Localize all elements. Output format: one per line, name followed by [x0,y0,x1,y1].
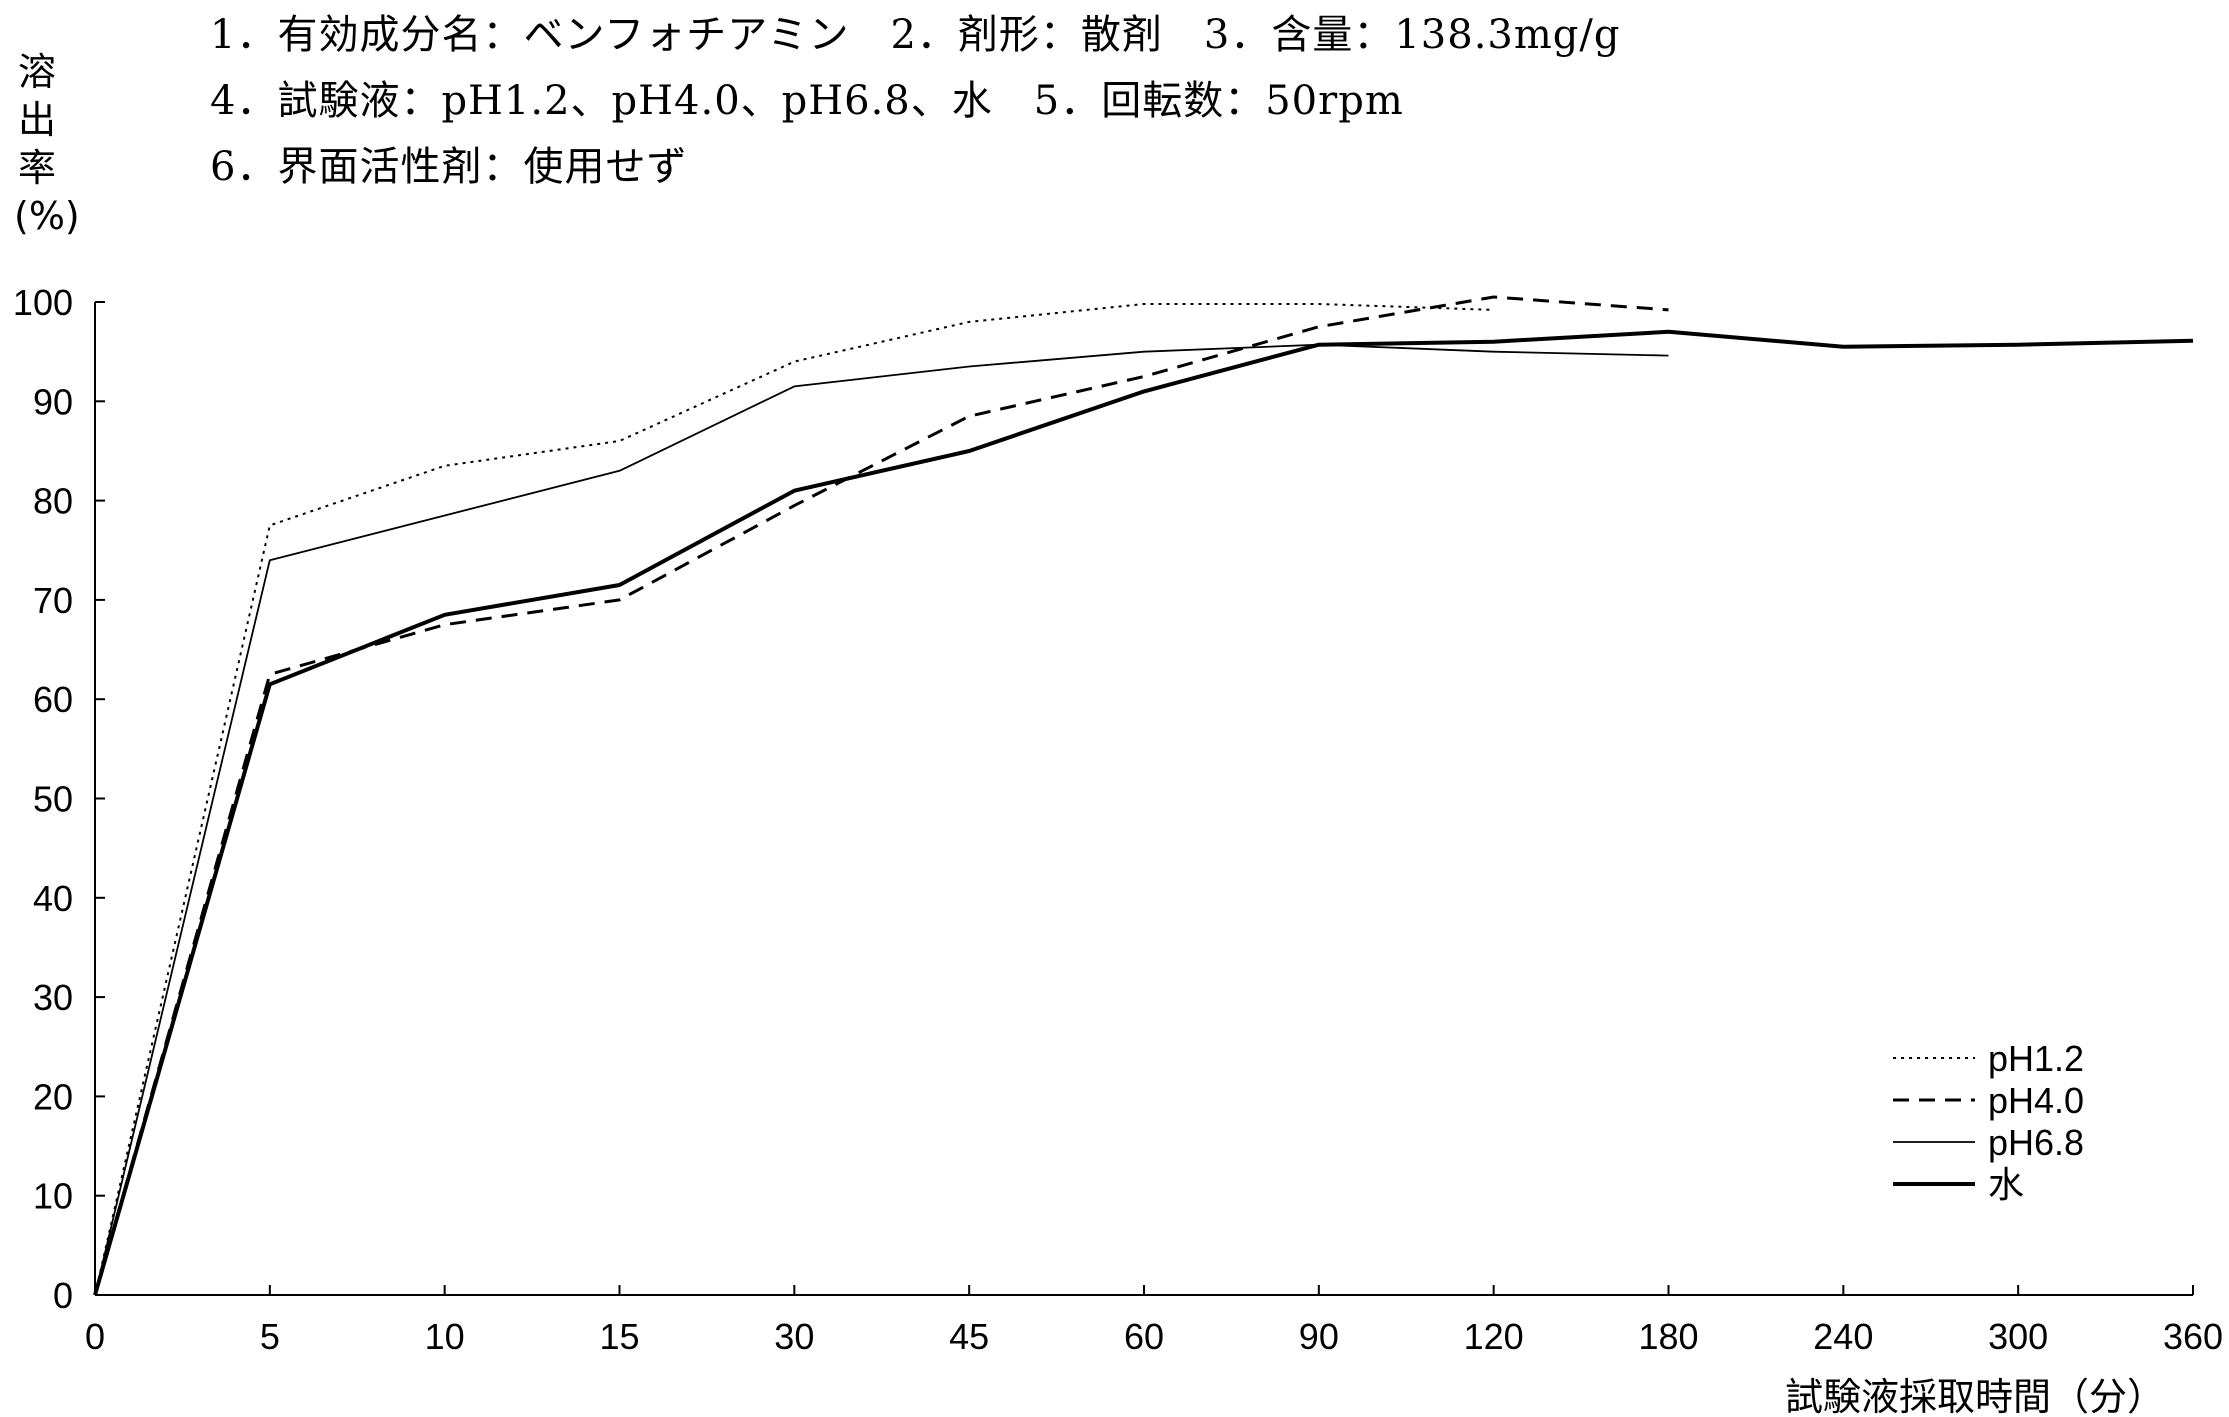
series-line-dotted [94,303,1494,1296]
y-tick-label: 50 [33,779,73,820]
x-tick-label: 300 [1988,1316,2048,1357]
legend-label: pH4.0 [1988,1080,2084,1121]
y-tick-label: 40 [33,878,73,919]
x-tick-label: 120 [1464,1316,1524,1357]
y-tick-label: 0 [53,1275,73,1316]
header-line-1: 1．有効成分名：ベンフォチアミン 2．剤形：散剤 3．含量：138.3mg/g [210,12,1621,58]
x-tick-label: 45 [949,1316,989,1357]
y-tick-label: 80 [33,481,73,522]
y-tick-label: 10 [33,1176,73,1217]
x-tick-label: 180 [1638,1316,1698,1357]
legend-label: 水 [1988,1164,2024,1205]
x-tick-label: 15 [599,1316,639,1357]
y-tick-label: 20 [33,1076,73,1117]
legend-label: pH1.2 [1988,1038,2084,1079]
header-line-3: 6．界面活性剤：使用せず [210,144,688,190]
series-line-dashed [93,295,1669,1296]
y-tick-label: 60 [33,679,73,720]
x-tick-label: 240 [1813,1316,1873,1357]
header-line-2: 4．試験液：pH1.2、pH4.0、pH6.8、水 5．回転数：50rpm [210,78,1404,124]
y-tick-label: 90 [33,381,73,422]
x-tick-label: 60 [1124,1316,1164,1357]
x-axis-label: 試験液採取時間（分） [1785,1375,2165,1417]
x-tick-label: 0 [85,1316,105,1357]
chart-axes: 0 10 20 30 40 50 60 70 80 90 100 0 5 10 15 30 45 60 90 120 1… [13,282,2223,1357]
y-tick-label: 100 [13,282,73,323]
legend-label: pH6.8 [1988,1122,2084,1163]
y-tick-label: 70 [33,580,73,621]
y-tick-label: 30 [33,977,73,1018]
x-tick-label: 30 [774,1316,814,1357]
x-tick-label: 10 [425,1316,465,1357]
series-line-thin [94,343,1669,1296]
series-layer [93,295,2194,1296]
x-tick-label: 360 [2163,1316,2223,1357]
series-line-thick [93,329,2194,1296]
x-tick-label: 5 [260,1316,280,1357]
x-tick-label: 90 [1299,1316,1339,1357]
